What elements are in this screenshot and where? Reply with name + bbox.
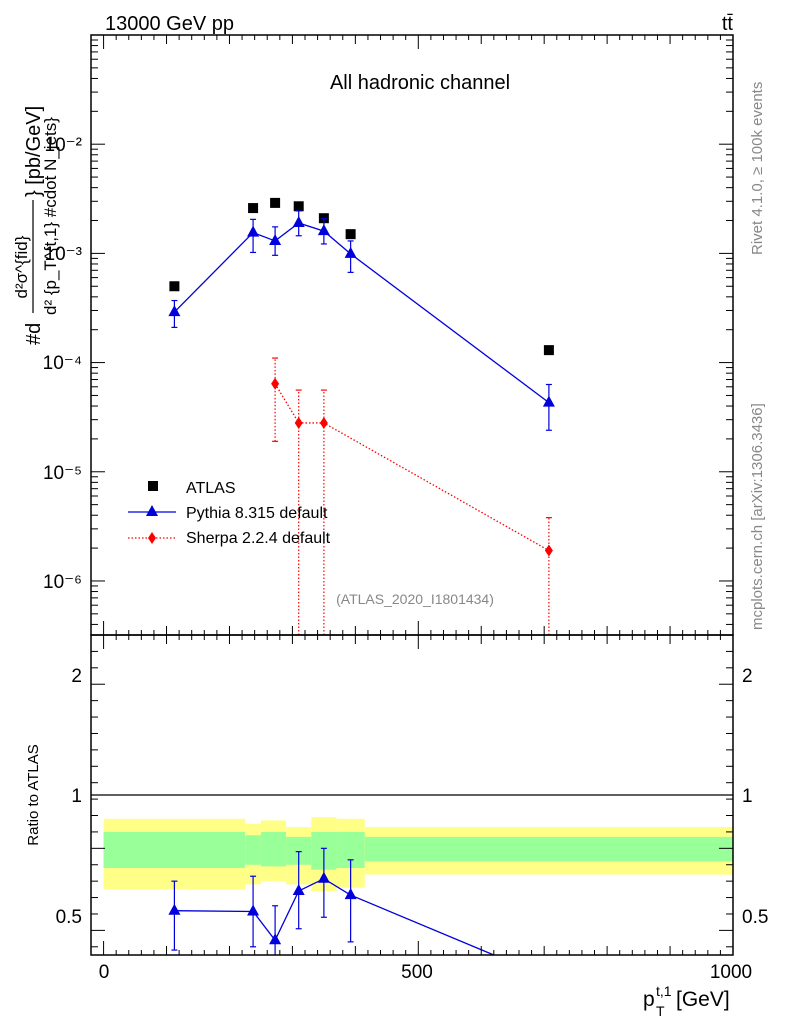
pythia-point <box>247 225 260 237</box>
ytick-label-1e-3: 10⁻³ <box>45 244 83 265</box>
mcplots-label: mcplots.cern.ch [arXiv:1306.3436] <box>749 403 766 630</box>
ratio-ytick-right-0-5: 0.5 <box>742 907 768 928</box>
ratio-band-green <box>260 831 287 867</box>
ytick-label-1e-4: 10⁻⁴ <box>43 353 82 374</box>
ytick-label-1e-5: 10⁻⁵ <box>43 463 82 484</box>
xtick-label-1000: 1000 <box>710 962 752 983</box>
ratio-bands <box>103 817 733 891</box>
sherpa-point <box>544 544 553 557</box>
sherpa-point <box>319 416 328 429</box>
legend-label-pythia: Pythia 8.315 default <box>186 505 328 522</box>
legend-label-sherpa: Sherpa 2.2.4 default <box>186 530 331 547</box>
main-y-tick-labels: 10⁻² 10⁻³ 10⁻⁴ 10⁻⁵ 10⁻⁶ <box>43 135 82 593</box>
ytick-label-1e-6: 10⁻⁶ <box>43 572 82 593</box>
ratio-panel: Ratio to ATLAS 2 1 0.5 2 1 0.5 0 500 100… <box>25 634 768 1019</box>
ratio-y-tick-labels-left: 2 1 0.5 <box>56 666 82 928</box>
ratio-frame <box>90 634 734 956</box>
ratio-band-green <box>245 835 261 865</box>
legend-marker-sherpa <box>148 532 156 544</box>
rivet-label: Rivet 4.1.0, ≥ 100k events <box>749 82 766 255</box>
main-series-layer <box>168 197 555 635</box>
xtick-label-500: 500 <box>401 962 433 983</box>
y-label-unit: } [pb/GeV] <box>23 106 45 197</box>
pythia-point <box>344 246 357 258</box>
process-label: tt̄ <box>722 13 734 35</box>
main-panel: All hadronic channel (ATLAS_2020_I180143… <box>12 34 734 636</box>
atlas-point <box>270 197 281 208</box>
pythia-point <box>542 395 555 407</box>
main-axis-ticks <box>91 34 734 635</box>
x-tick-labels: 0 500 1000 <box>99 962 752 983</box>
pythia-point <box>292 215 305 227</box>
y-label-prefix: #d <box>23 323 45 345</box>
pythia-point <box>168 305 181 317</box>
ratio-point <box>344 888 357 900</box>
xtick-label-0: 0 <box>99 962 110 983</box>
x-label-sub: T <box>656 1003 665 1019</box>
ytick-label-1e-2: 10⁻² <box>45 135 83 156</box>
analysis-watermark: (ATLAS_2020_I1801434) <box>336 591 494 607</box>
legend: ATLAS Pythia 8.315 default Sherpa 2.2.4 … <box>128 480 331 547</box>
ratio-point <box>168 903 181 915</box>
ratio-band-green <box>364 836 733 862</box>
ratio-point <box>247 904 260 916</box>
legend-marker-atlas <box>148 481 158 491</box>
ratio-ytick-left-1: 1 <box>71 786 82 807</box>
ratio-ytick-left-2: 2 <box>71 666 82 687</box>
ratio-point <box>269 933 282 945</box>
ratio-series-layer <box>168 847 495 956</box>
pythia-point <box>269 233 282 245</box>
y-label-denominator: d² {p_T^{t,1} #cdot N_jets} <box>41 117 60 315</box>
legend-label-atlas: ATLAS <box>186 480 236 497</box>
ratio-y-label: Ratio to ATLAS <box>25 744 42 845</box>
ratio-axis-ticks <box>91 635 734 955</box>
x-label-sup: t,1 <box>656 983 672 999</box>
ratio-band-green <box>103 831 246 869</box>
legend-marker-pythia <box>146 505 158 516</box>
main-title: All hadronic channel <box>330 72 510 94</box>
ratio-ytick-right-1: 1 <box>742 786 753 807</box>
pythia-point <box>317 224 330 236</box>
x-label-base: p <box>643 988 655 1011</box>
ratio-y-tick-labels-right: 2 1 0.5 <box>742 666 768 928</box>
sherpa-point <box>294 416 303 429</box>
main-y-axis-label: #d d²σ^{fid} d² {p_T^{t,1} #cdot N_jets}… <box>12 106 60 345</box>
sherpa-point <box>271 377 280 390</box>
ratio-ytick-left-0-5: 0.5 <box>56 907 82 928</box>
x-label-unit: [GeV] <box>676 988 730 1011</box>
ratio-point <box>317 871 330 883</box>
y-label-numerator: d²σ^{fid} <box>12 235 31 298</box>
series-line <box>274 383 550 552</box>
ratio-ytick-right-2: 2 <box>742 666 753 687</box>
atlas-point <box>543 345 554 356</box>
ratio-point <box>292 884 305 895</box>
atlas-point <box>345 229 356 240</box>
atlas-point <box>293 201 304 212</box>
energy-label: 13000 GeV pp <box>105 13 234 35</box>
series-line <box>173 222 550 404</box>
atlas-point <box>248 203 259 214</box>
x-axis-label: p t,1 T [GeV] <box>643 983 730 1019</box>
atlas-point <box>169 281 180 292</box>
